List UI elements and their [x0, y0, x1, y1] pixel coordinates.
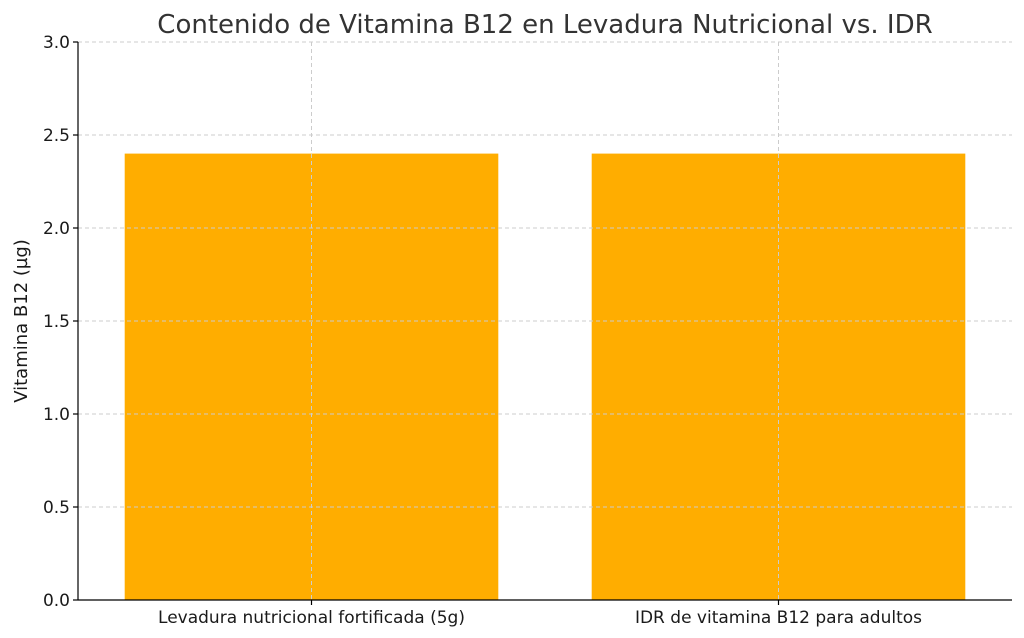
grid [78, 41, 1012, 600]
y-ticks: 0.0 0.5 1.0 1.5 2.0 2.5 3.0 [43, 33, 78, 611]
y-tick-label: 3.0 [43, 33, 70, 53]
y-tick-label: 1.0 [43, 405, 70, 425]
y-tick-label: 1.5 [43, 312, 70, 332]
x-tick-label: Levadura nutricional fortificada (5g) [158, 608, 465, 628]
y-tick-label: 2.5 [43, 126, 70, 146]
x-tick-label: IDR de vitamina B12 para adultos [635, 608, 922, 628]
y-tick-label: 0.5 [43, 498, 70, 518]
bars [124, 153, 966, 600]
x-ticks: Levadura nutricional fortificada (5g) IDR… [158, 600, 922, 628]
y-tick-label: 2.0 [43, 219, 70, 239]
chart-title: Contenido de Vitamina B12 en Levadura Nu… [157, 10, 932, 40]
y-tick-label: 0.0 [43, 591, 70, 611]
y-axis-label: Vitamina B12 (µg) [11, 239, 32, 403]
